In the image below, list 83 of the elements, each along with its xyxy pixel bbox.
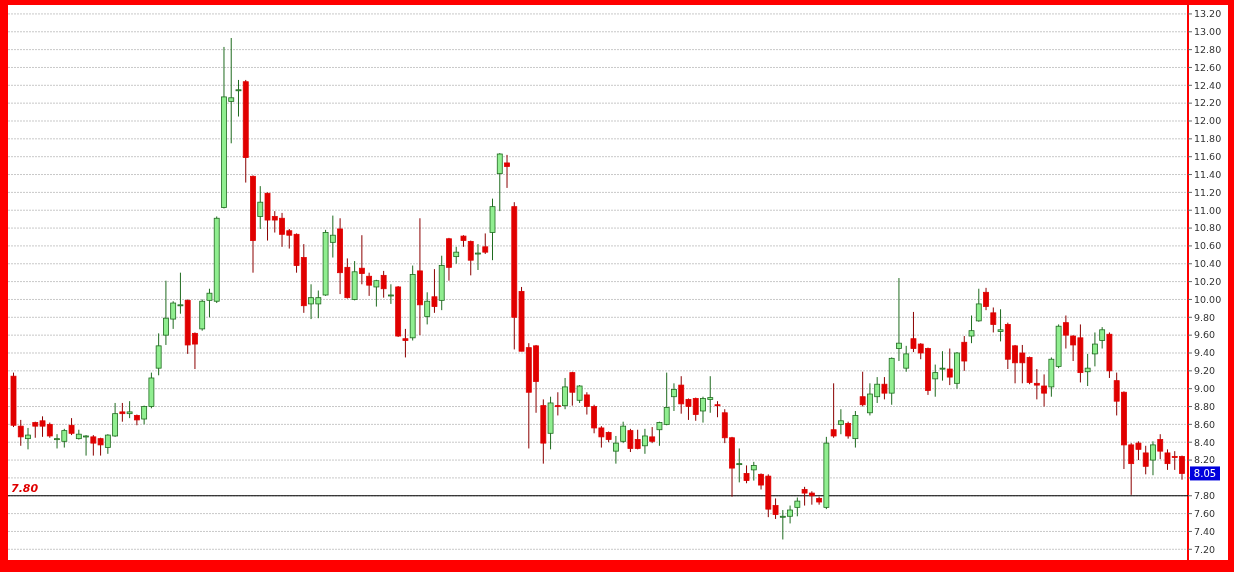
candlestick: [642, 428, 648, 455]
candlestick: [612, 435, 619, 465]
y-tick-label: 7.20: [1194, 543, 1216, 555]
y-tick-label: 11.00: [1194, 204, 1222, 216]
y-tick-label: 9.60: [1194, 329, 1216, 341]
candlestick: [119, 402, 126, 423]
candlestick: [830, 382, 837, 439]
y-tick-label: 13.00: [1194, 26, 1222, 38]
ref-line-label: 7.80: [11, 481, 39, 495]
candlestick: [859, 371, 866, 408]
candlestick: [903, 345, 910, 373]
y-tick-label: 12.60: [1194, 61, 1222, 73]
candlestick: [1150, 440, 1156, 476]
y-tick-label: 12.20: [1194, 97, 1222, 109]
y-tick-label: 10.00: [1194, 293, 1222, 305]
y-tick-label: 7.60: [1194, 507, 1216, 519]
y-tick-label: 9.00: [1194, 383, 1216, 395]
candlestick: [939, 350, 946, 382]
y-tick-label: 11.60: [1194, 151, 1222, 163]
candlestick: [620, 421, 627, 444]
y-tick-label: 13.20: [1194, 8, 1222, 20]
candlestick: [794, 497, 801, 517]
y-tick-label: 8.20: [1194, 454, 1216, 466]
candlestick: [1099, 326, 1106, 350]
candlestick: [402, 328, 409, 358]
y-tick-label: 12.40: [1194, 79, 1222, 91]
candlestick: [975, 288, 982, 323]
y-tick-label: 10.60: [1194, 240, 1222, 252]
candlestick: [990, 306, 997, 333]
y-tick-label: 8.80: [1194, 400, 1216, 412]
candlestick: [671, 382, 677, 412]
candlestick: [235, 79, 242, 118]
candlestick: [366, 272, 373, 297]
candlestick: [961, 335, 968, 372]
candlestick: [1142, 445, 1149, 475]
y-tick-label: 11.20: [1194, 186, 1222, 198]
y-tick-label: 11.40: [1194, 168, 1222, 180]
y-tick-label: 7.80: [1194, 490, 1216, 502]
y-tick-label: 12.80: [1194, 43, 1222, 55]
y-tick-label: 10.80: [1194, 222, 1222, 234]
candlestick: [569, 371, 576, 407]
candlestick: [1157, 433, 1164, 460]
candlestick: [475, 243, 481, 271]
candlestick: [25, 427, 31, 450]
candlestick: [17, 419, 24, 447]
candlestick: [837, 408, 844, 435]
candlestick: [881, 376, 888, 400]
y-tick-label: 9.80: [1194, 311, 1216, 323]
candlestick: [424, 291, 431, 325]
y-tick-label: 10.40: [1194, 258, 1222, 270]
annotation: 8.05: [1193, 467, 1217, 479]
candlestick: [968, 315, 975, 344]
y-tick-label: 9.20: [1194, 365, 1216, 377]
y-tick-label: 10.20: [1194, 275, 1222, 287]
candlestick: [388, 283, 394, 305]
candlestick: [750, 461, 757, 482]
candlestick: [482, 232, 489, 255]
candlestick: [983, 287, 989, 311]
candlestick: [380, 270, 387, 299]
y-tick-label: 12.00: [1194, 115, 1222, 127]
candlestick: [1084, 353, 1091, 387]
y-tick-label: 9.40: [1194, 347, 1216, 359]
candlestick: [431, 268, 438, 314]
candlestick: [736, 447, 743, 483]
candlestick: [554, 391, 561, 416]
candlestick: [373, 279, 380, 308]
candlestick: [257, 185, 264, 230]
candlestick: [1092, 331, 1098, 367]
candlestick: [496, 152, 503, 212]
candlestick: [997, 308, 1004, 342]
candlestick: [467, 240, 474, 276]
candlestick: [562, 377, 568, 410]
candlestick: [504, 154, 510, 189]
candlestick: [358, 234, 365, 285]
y-tick-label: 8.60: [1194, 418, 1216, 430]
candlestick: [852, 410, 859, 449]
candlestick: [932, 364, 939, 398]
candlestick: [946, 348, 953, 386]
y-tick-label: 11.80: [1194, 133, 1222, 145]
candlestick: [155, 332, 162, 376]
y-tick-label: 8.40: [1194, 436, 1216, 448]
candlestick: [896, 277, 902, 362]
y-tick-label: 7.40: [1194, 525, 1216, 537]
